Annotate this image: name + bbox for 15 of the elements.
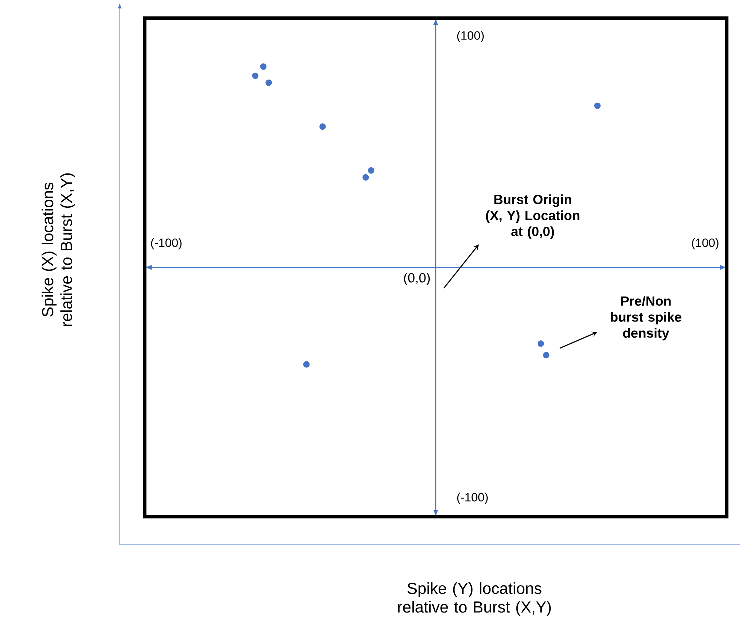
annotation: Burst Origin (X, Y) Location at (0,0)	[486, 194, 580, 240]
point	[303, 361, 310, 368]
point	[543, 352, 550, 359]
annotation: Pre/Non burst spike density	[611, 296, 682, 341]
point	[260, 64, 267, 70]
point	[320, 124, 326, 130]
point	[368, 167, 375, 174]
y-axis-title: Spike (X) locations relative to Burst (X,Y)	[42, 174, 76, 326]
point	[252, 72, 259, 80]
x-axis-title: Spike (Y) locations relative to Burst (X,Y)	[398, 582, 552, 616]
point	[362, 174, 370, 181]
point	[594, 102, 601, 110]
annotation: (0,0)	[404, 272, 430, 286]
point	[266, 80, 272, 86]
point	[538, 340, 544, 348]
